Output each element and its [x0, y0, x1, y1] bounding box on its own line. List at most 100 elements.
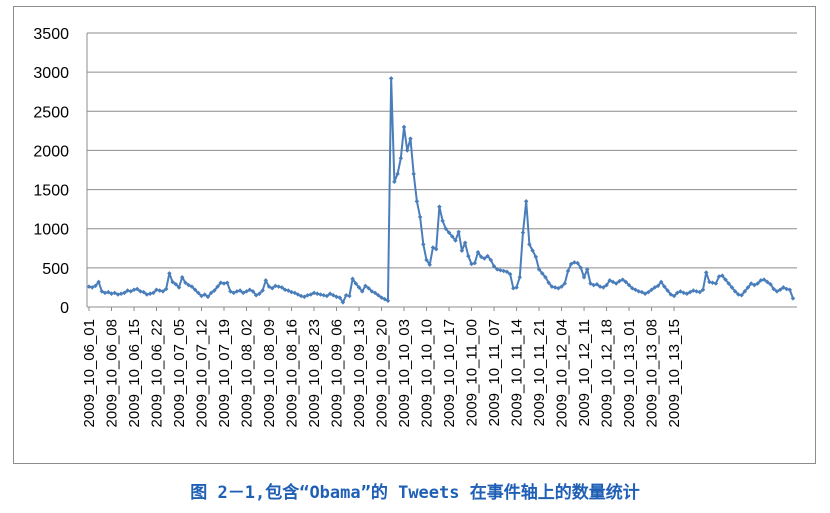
data-point	[388, 76, 394, 81]
data-point	[675, 290, 680, 296]
x-tick-label: 2009_10_13_15	[666, 319, 683, 427]
x-tick-label: 2009_10_11_07	[486, 319, 503, 426]
data-point	[151, 290, 156, 296]
data-point	[556, 285, 561, 291]
data-point	[748, 281, 754, 286]
data-point	[755, 281, 760, 286]
data-point	[337, 295, 343, 300]
data-point	[282, 287, 288, 293]
data-point	[617, 278, 622, 284]
data-point	[138, 289, 143, 294]
data-point	[517, 274, 523, 280]
data-point	[205, 294, 211, 300]
data-point	[504, 269, 510, 275]
y-tick-label: 1500	[33, 183, 69, 200]
data-point	[437, 204, 442, 210]
data-point	[752, 282, 757, 288]
data-point	[334, 294, 339, 300]
data-point	[578, 265, 584, 271]
data-point	[494, 267, 500, 272]
data-point	[192, 287, 198, 293]
data-point	[594, 282, 600, 287]
data-point	[289, 289, 294, 295]
x-tick-label: 2009_10_06_08	[104, 319, 121, 427]
data-point	[777, 287, 783, 293]
y-tick-label: 1000	[33, 222, 69, 239]
data-point	[575, 260, 580, 266]
data-point	[118, 291, 124, 296]
data-point	[790, 296, 796, 301]
data-point	[286, 288, 291, 293]
data-point	[273, 283, 278, 289]
x-tick-label: 2009_10_13_01	[621, 319, 638, 427]
data-point	[176, 285, 182, 290]
series-tweet-count	[86, 76, 796, 305]
data-point	[398, 155, 404, 161]
data-point	[453, 238, 458, 243]
data-point	[539, 271, 545, 276]
data-point	[417, 214, 423, 220]
data-point	[382, 296, 388, 302]
x-tick-label: 2009_10_08_16	[284, 319, 301, 427]
data-point	[768, 282, 773, 287]
data-point	[591, 282, 596, 288]
data-point	[115, 292, 121, 297]
data-point	[466, 253, 471, 259]
data-point	[379, 295, 384, 300]
data-point	[562, 281, 568, 286]
x-tick-label: 2009_10_06_01	[81, 319, 98, 427]
data-point	[668, 292, 674, 297]
data-point	[642, 291, 648, 296]
data-point	[234, 289, 240, 294]
data-point	[787, 287, 793, 293]
data-point	[710, 280, 715, 285]
data-point	[292, 290, 297, 296]
data-point	[646, 289, 651, 295]
data-point	[678, 289, 683, 294]
data-point	[385, 298, 391, 303]
y-tick-label: 500	[42, 261, 69, 278]
data-point	[636, 289, 641, 294]
data-point	[623, 279, 629, 285]
data-point	[318, 292, 323, 297]
data-point	[353, 281, 359, 286]
data-point	[359, 289, 365, 294]
data-point	[491, 264, 497, 269]
data-point	[771, 286, 776, 292]
x-tick-label: 2009_10_10_03	[396, 319, 413, 427]
data-point	[745, 285, 751, 290]
data-point	[411, 171, 416, 177]
x-tick-label: 2009_10_07_12	[194, 319, 211, 427]
data-point	[347, 293, 352, 299]
data-point	[543, 274, 548, 280]
data-point	[703, 270, 709, 275]
data-point	[469, 261, 474, 267]
y-tick-label: 3000	[33, 65, 69, 82]
data-point	[774, 289, 780, 294]
y-tick-label: 0	[60, 300, 69, 317]
data-point	[649, 287, 654, 293]
data-point	[324, 293, 330, 299]
data-point	[173, 282, 179, 287]
data-point	[221, 281, 227, 286]
data-point	[652, 285, 658, 290]
data-point	[511, 285, 516, 291]
x-tick-label: 2009_10_08_23	[306, 319, 323, 427]
data-point	[514, 285, 519, 290]
data-point	[478, 254, 484, 260]
x-tick-label: 2009_10_09_06	[329, 319, 346, 427]
data-point	[350, 276, 355, 282]
data-point	[472, 260, 478, 266]
y-tick-label: 2500	[33, 104, 69, 121]
data-point	[707, 279, 712, 285]
data-point	[414, 199, 420, 204]
data-point	[253, 292, 259, 298]
data-point	[421, 242, 426, 247]
series-line	[88, 77, 794, 304]
data-point	[369, 289, 375, 294]
data-point	[520, 230, 526, 235]
data-point	[314, 291, 320, 296]
data-point	[363, 283, 368, 289]
data-point	[691, 288, 696, 293]
data-point	[630, 285, 635, 291]
